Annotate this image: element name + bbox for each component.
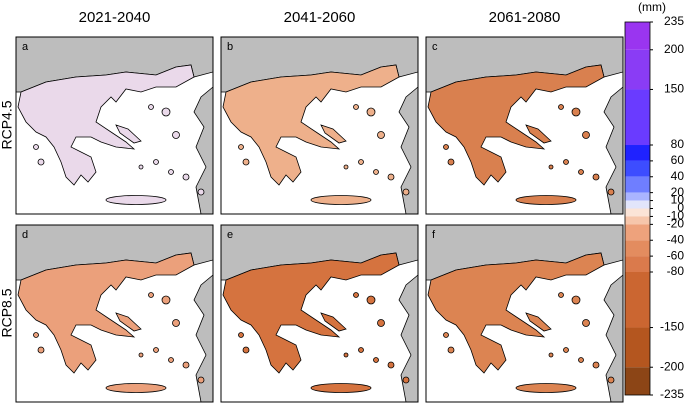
panel-letter: b — [227, 41, 233, 53]
colorbar-bin — [625, 192, 650, 201]
colorbar-tick-label: -200 — [660, 359, 684, 373]
colorbar-bin — [625, 145, 650, 161]
colorbar-bin — [625, 22, 650, 50]
colorbar-bin — [625, 271, 650, 328]
colorbar-tick-label: 150 — [664, 82, 684, 96]
colorbar-tick-label: -80 — [667, 264, 685, 278]
colorbar-tick-label: -40 — [667, 232, 685, 246]
colorbar-bin — [625, 200, 650, 209]
panel-letter: f — [432, 229, 436, 241]
colorbar-tick-label: 40 — [671, 169, 685, 183]
colorbar-tick-label: 10 — [671, 193, 685, 207]
row-label: RCP8.5 — [0, 288, 15, 337]
colorbar-bin — [625, 208, 650, 217]
colorbar-bin — [625, 256, 650, 272]
colorbar-tick-label: 200 — [664, 42, 684, 56]
colorbar-tick-label: -150 — [660, 320, 684, 334]
map-panel — [220, 224, 419, 403]
colorbar-tick-label: 20 — [671, 185, 685, 199]
map-panel — [425, 36, 624, 215]
colorbar-tick-label: 235 — [664, 14, 684, 28]
column-title: 2061-2080 — [489, 9, 561, 26]
panel-letter: d — [22, 229, 28, 241]
colorbar-bin — [625, 216, 650, 225]
maps: 2021-2040 2041-2060 2061-2080 RCP4.5 RCP8.5 a… — [0, 9, 624, 403]
colorbar-unit: (mm) — [638, 0, 666, 14]
panel-letter: a — [22, 41, 29, 53]
colorbar-bin — [625, 367, 650, 395]
colorbar-bin — [625, 224, 650, 241]
panel-letter: c — [432, 41, 438, 53]
colorbar-tick-label: 0 — [677, 201, 684, 215]
map-panel — [425, 224, 624, 403]
colorbar-tick-label: -20 — [667, 217, 685, 231]
colorbar-bin — [625, 160, 650, 177]
map-panel — [220, 36, 419, 215]
panel-letter: e — [227, 229, 233, 241]
row-label: RCP4.5 — [0, 100, 15, 149]
colorbar-tick-label: -235 — [660, 387, 684, 401]
colorbar-tick-label: -60 — [667, 248, 685, 262]
colorbar-bin — [625, 240, 650, 257]
colorbar-tick-label: 60 — [671, 153, 685, 167]
colorbar-tick-label: 80 — [671, 137, 685, 151]
colorbar-bin — [625, 49, 650, 90]
colorbar-bin — [625, 176, 650, 193]
colorbar-bin — [625, 327, 650, 368]
colorbar-tick-label: -10 — [667, 209, 685, 223]
colorbar-bin — [625, 89, 650, 146]
map-panel — [15, 36, 214, 215]
column-title: 2041-2060 — [284, 9, 356, 26]
column-title: 2021-2040 — [79, 9, 151, 26]
map-panel — [15, 224, 214, 403]
